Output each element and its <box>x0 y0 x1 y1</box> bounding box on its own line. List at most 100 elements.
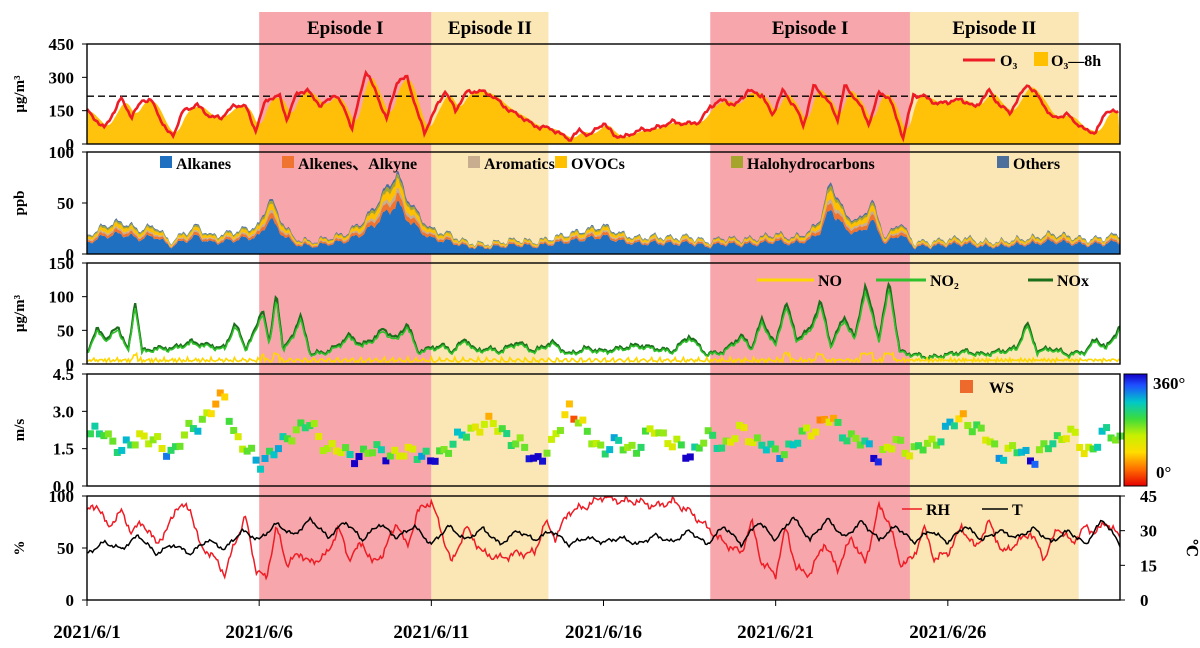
ws-point <box>798 427 806 435</box>
ws-point <box>753 434 761 442</box>
ws-point <box>548 435 556 443</box>
y2-tick-label: 0 <box>1140 591 1149 610</box>
legend-swatch-vocs <box>731 156 743 168</box>
ws-point <box>324 445 332 453</box>
ws-point <box>377 446 385 454</box>
ws-point <box>995 454 1003 462</box>
ws-point <box>556 426 564 434</box>
ws-point <box>1040 440 1048 448</box>
ws-point <box>937 438 945 446</box>
ws-point <box>359 445 367 453</box>
ws-point <box>95 430 103 438</box>
ws-point <box>319 447 327 455</box>
ws-point <box>498 425 506 433</box>
ws-point <box>744 438 752 446</box>
ws-point <box>454 428 462 436</box>
ws-point <box>409 445 417 453</box>
ws-point <box>203 409 211 417</box>
legend-label-vocs: Alkanes <box>176 156 231 173</box>
legend-swatch-vocs <box>997 156 1009 168</box>
legend-label-vocs: Aromatics <box>484 156 555 173</box>
y-tick-label: 0 <box>66 591 75 610</box>
panel-3: 0 50 100 150 μg/m³ NO NO₂ NOx <box>12 254 1121 374</box>
ws-point <box>458 431 466 439</box>
ws-point <box>695 444 703 452</box>
episode-label: Episode II <box>952 18 1036 39</box>
panel-4: 360° 0° 0.0 1.5 3.0 4.5 m/s WS <box>12 365 1185 496</box>
ws-point <box>977 424 985 432</box>
ws-point <box>471 423 479 431</box>
ws-point <box>221 393 229 401</box>
ws-point <box>830 414 838 422</box>
ws-point <box>355 453 363 461</box>
ws-point <box>436 447 444 455</box>
legend-label-nox-group: NO₂ <box>930 273 959 290</box>
ws-point <box>915 442 923 450</box>
ws-point <box>991 440 999 448</box>
ws-point <box>843 437 851 445</box>
ws-point <box>1009 442 1017 450</box>
ws-point <box>507 441 515 449</box>
ws-point <box>807 432 815 440</box>
ws-point <box>163 452 171 460</box>
y-tick-label: 0 <box>66 135 75 154</box>
ws-point <box>216 389 224 397</box>
ws-point <box>812 428 820 436</box>
ws-point <box>234 433 242 441</box>
no-line <box>86 351 1121 365</box>
ws-point <box>740 424 748 432</box>
ws-point <box>346 451 354 459</box>
panel-2: 0 50 100 ppb Alkanes Alkenes、Alkyne Aromatics O… <box>12 143 1121 264</box>
ws-point <box>1026 457 1034 465</box>
ws-point <box>521 443 529 451</box>
ws-point <box>503 430 511 438</box>
legend-swatch-ws <box>960 380 973 393</box>
ws-point <box>91 422 99 430</box>
ws-point <box>104 430 112 438</box>
ws-point <box>185 419 193 427</box>
y-tick-label: 0 <box>66 355 75 374</box>
ws-point <box>901 449 909 457</box>
ws-point <box>601 450 609 458</box>
ws-point <box>194 427 202 435</box>
rh-line <box>86 495 1121 581</box>
y-tick-label: 50 <box>57 194 74 213</box>
ws-point <box>615 436 623 444</box>
ws-point <box>874 458 882 466</box>
ws-point <box>650 429 658 437</box>
ws-point <box>171 443 179 451</box>
ws-point <box>207 410 215 418</box>
ws-point <box>261 454 269 462</box>
ws-point <box>373 441 381 449</box>
ws-point <box>1049 440 1057 448</box>
episode-label: Episode I <box>772 18 849 39</box>
legend-label-t: T <box>1012 502 1023 519</box>
ws-point <box>118 446 126 454</box>
ws-point <box>910 443 918 451</box>
legend-swatch-vocs <box>160 156 172 168</box>
ws-point <box>642 427 650 435</box>
ws-point <box>149 436 157 444</box>
ws-point <box>624 443 632 451</box>
ws-point <box>239 445 247 453</box>
y-tick-label: 150 <box>49 102 75 121</box>
y-tick-label: 0 <box>66 245 75 264</box>
legend-label-nox-group: NOx <box>1057 273 1089 290</box>
ws-point <box>328 440 336 448</box>
ws-point <box>633 449 641 457</box>
ws-point <box>565 400 573 408</box>
ws-point <box>1013 449 1021 457</box>
ws-point <box>534 453 542 461</box>
ws-point <box>776 454 784 462</box>
ws-point <box>1031 460 1039 468</box>
ws-point <box>637 443 645 451</box>
legend-label-vocs: OVOCs <box>571 156 625 173</box>
ws-point <box>525 455 533 463</box>
ws-point <box>704 427 712 435</box>
wind-direction-colorbar <box>1123 373 1148 487</box>
ws-point <box>879 446 887 454</box>
ws-point <box>333 447 341 455</box>
ws-point <box>440 446 448 454</box>
